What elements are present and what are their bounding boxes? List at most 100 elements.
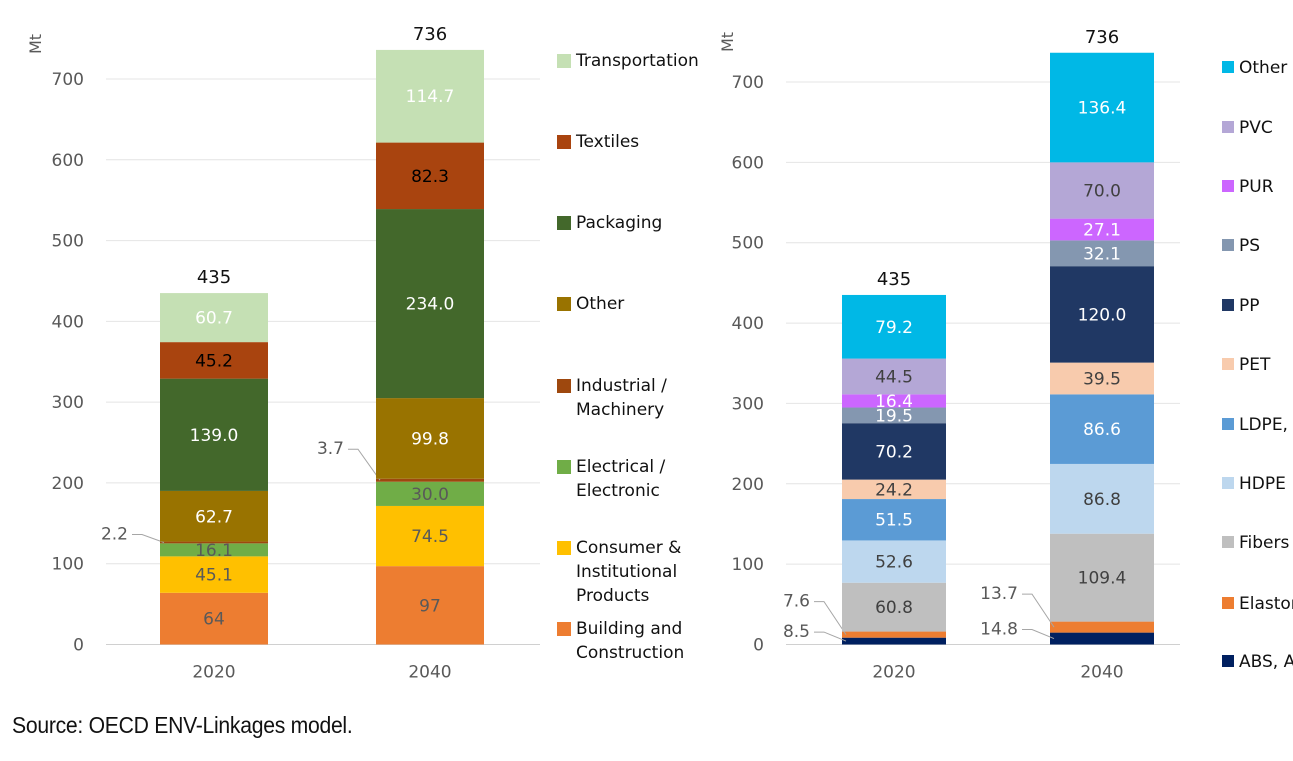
x-tick-label: 2020 [192, 663, 235, 683]
data-label: 2.2 [101, 524, 128, 544]
callout-leader [814, 601, 847, 635]
legend-label: Electrical / [576, 457, 666, 477]
data-label: 99.8 [411, 429, 449, 449]
legend-label: PP [1239, 296, 1260, 316]
bar-segment [1050, 394, 1154, 464]
x-tick-label: 2040 [408, 663, 451, 683]
x-tick-label: 2040 [1080, 663, 1123, 683]
y-tick-label: 400 [732, 314, 764, 334]
legend-label: Products [576, 586, 650, 606]
bar-segment [160, 342, 268, 379]
data-label: 27.1 [1083, 220, 1121, 240]
data-label: 60.8 [875, 598, 913, 618]
legend-swatch [557, 622, 571, 636]
bar-segment [842, 582, 946, 632]
bar-segment [842, 358, 946, 395]
callout-leader [1022, 593, 1055, 628]
data-label: 39.5 [1083, 369, 1121, 389]
bar-segment [160, 293, 268, 343]
legend-swatch [1222, 655, 1234, 667]
bar-segment [842, 637, 946, 645]
data-label: 109.4 [1078, 569, 1127, 589]
legend-label: PET [1239, 355, 1271, 375]
data-label: 74.5 [411, 527, 449, 547]
data-label: 52.6 [875, 553, 913, 573]
data-label: 60.7 [195, 309, 233, 329]
legend-label: Other [1239, 58, 1287, 78]
bar-segment [376, 481, 484, 506]
bar-segment [160, 543, 268, 557]
total-label: 435 [197, 267, 231, 288]
legend-label: Construction [576, 643, 684, 663]
legend-label: ABS, AS [1239, 652, 1293, 672]
legend-swatch [1222, 358, 1234, 370]
total-label: 736 [1085, 27, 1119, 48]
y-tick-label: 0 [753, 636, 764, 656]
total-label: 435 [877, 269, 911, 290]
data-label: 86.6 [1083, 420, 1121, 440]
legend-swatch [1222, 239, 1234, 251]
data-label: 13.7 [980, 584, 1018, 604]
y-tick-label: 500 [732, 234, 764, 254]
data-label: 120.0 [1078, 305, 1127, 325]
data-label: 32.1 [1083, 244, 1121, 264]
bar-segment [1050, 463, 1154, 534]
callout-leader [348, 448, 381, 481]
legend-label: Institutional [576, 562, 677, 582]
legend-label: Industrial / [576, 376, 667, 396]
data-label: 79.2 [875, 318, 913, 338]
legend-swatch [1222, 418, 1234, 430]
data-label: 16.1 [195, 541, 233, 561]
bar-segment [1050, 266, 1154, 363]
legend-swatch [1222, 536, 1234, 548]
bar-segment [160, 541, 268, 544]
data-label: 45.2 [195, 351, 233, 371]
y-tick-label: 300 [732, 394, 764, 414]
data-label: 16.4 [875, 392, 913, 412]
legend-label: HDPE [1239, 474, 1286, 494]
bar-segment [1050, 533, 1154, 622]
legend-label: Other [576, 294, 624, 314]
data-label: 45.1 [195, 566, 233, 586]
bar-segment [842, 294, 946, 359]
y-tick-label: 0 [73, 636, 84, 656]
total-label: 736 [413, 24, 447, 45]
legend-swatch [1222, 597, 1234, 609]
data-label: 62.7 [195, 507, 233, 527]
bar-segment [842, 631, 946, 638]
data-label: 19.5 [875, 406, 913, 426]
data-label: 51.5 [875, 511, 913, 531]
legend-swatch [557, 54, 571, 68]
y-axis-label: Mt [718, 32, 737, 52]
callout-leader [1022, 629, 1055, 640]
bar-segment [376, 478, 484, 482]
legend-swatch [557, 216, 571, 230]
data-label: 7.6 [783, 592, 810, 612]
legend-label: Building and [576, 619, 682, 639]
legend-label: LDPE, L [1239, 415, 1293, 435]
legend-label: PUR [1239, 177, 1274, 197]
callout-leader [814, 631, 847, 642]
bar-segment [1050, 52, 1154, 163]
bar-segment [376, 566, 484, 645]
bar-segment [1050, 240, 1154, 267]
callout-leader [132, 533, 165, 543]
y-tick-label: 300 [52, 393, 84, 413]
data-label: 234.0 [406, 295, 455, 315]
legend-label: PS [1239, 236, 1260, 256]
bar-segment [1050, 218, 1154, 241]
bar-segment [842, 479, 946, 500]
legend-swatch [557, 460, 571, 474]
bar-segment [160, 378, 268, 491]
data-label: 64 [203, 610, 225, 630]
y-tick-label: 100 [732, 555, 764, 575]
bar-segment [842, 540, 946, 583]
y-tick-label: 100 [52, 555, 84, 575]
legend-label: Elastor [1239, 594, 1293, 614]
legend-swatch [1222, 180, 1234, 192]
data-label: 24.2 [875, 480, 913, 500]
y-axis-label: Mt [26, 34, 45, 54]
y-tick-label: 600 [52, 151, 84, 171]
bar-segment [160, 556, 268, 593]
